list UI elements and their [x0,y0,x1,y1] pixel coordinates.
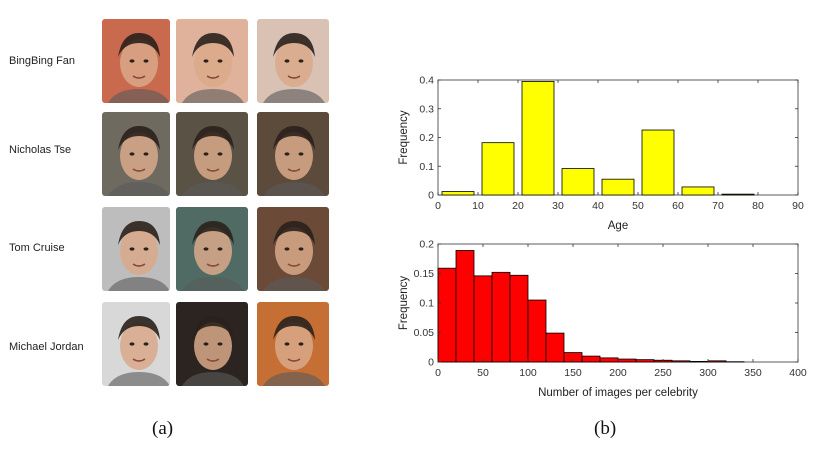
histogram-bar [599,357,619,363]
x-tick-label: 10 [472,200,484,212]
face-photo [102,112,170,196]
x-tick-label: 0 [435,200,441,212]
face-photo [102,207,170,291]
row-label-nicholas-tse: Nicholas Tse [9,144,72,156]
face-photo [257,19,329,103]
y-tick-label: 0.05 [414,327,435,339]
histogram-bar [617,358,637,363]
x-tick-label: 30 [552,200,564,212]
x-tick-label: 350 [744,367,762,379]
histogram-bar [521,81,555,196]
histogram-bar [437,267,457,363]
y-tick-label: 0.1 [419,161,434,173]
histogram-bar [561,168,595,196]
histogram-bar [441,191,475,196]
x-tick-label: 90 [792,200,804,212]
x-tick-label: 50 [632,200,644,212]
histogram-bar [641,129,675,196]
x-tick-label: 200 [609,367,627,379]
row-label-tom-cruise: Tom Cruise [9,242,65,254]
x-tick-label: 40 [592,200,604,212]
x-tick-label: 300 [699,367,717,379]
x-tick-label: 60 [672,200,684,212]
x-tick-label: 100 [519,367,537,379]
x-tick-label: 250 [654,367,672,379]
x-tick-label: 80 [752,200,764,212]
caption-b: (b) [594,418,617,439]
face-photo [176,207,248,291]
face-photo [257,207,329,291]
histogram-bar [473,275,493,363]
y-tick-label: 0 [428,190,434,202]
histogram-bar [635,359,655,363]
caption-a: (a) [152,418,174,439]
y-tick-label: 0.3 [419,103,434,115]
face-photo [257,112,329,196]
face-grid-panel: BingBing Fan Nicholas Tse Tom Cruise Mic… [0,0,340,400]
y-axis-label: Frequency [398,110,410,165]
face-photo [176,112,248,196]
histogram-bar [671,360,691,363]
histogram-bar [581,355,601,363]
y-tick-label: 0.15 [414,268,435,280]
face-photo [176,19,248,103]
histogram-bar [707,360,727,363]
y-tick-label: 0.4 [419,75,434,87]
face-photo [102,302,170,386]
row-label-bingbing-fan: BingBing Fan [9,55,76,67]
x-tick-label: 70 [712,200,724,212]
x-tick-label: 0 [435,367,441,379]
histogram-bar [455,250,475,363]
face-photo [176,302,248,386]
y-tick-label: 0.2 [419,132,434,144]
row-label-michael-jordan: Michael Jordan [9,341,84,353]
y-axis-label: Frequency [398,276,410,331]
histogram-bar [721,193,755,196]
y-tick-label: 0.1 [419,298,434,310]
histogram-bar [689,361,709,363]
histogram-bar [545,332,565,363]
x-tick-label: 20 [512,200,524,212]
face-photo [257,302,329,386]
x-tick-label: 400 [789,367,807,379]
face-photo [102,19,170,103]
y-tick-label: 0 [428,357,434,369]
x-axis-label: Age [608,220,628,232]
x-tick-label: 150 [564,367,582,379]
x-tick-label: 50 [477,367,489,379]
histogram-bar [481,142,515,196]
histogram-bar [491,271,511,363]
histogram-bar [601,178,635,196]
histogram-bar [527,299,547,363]
y-tick-label: 0.2 [419,239,434,251]
x-axis-label: Number of images per celebrity [538,387,698,399]
histogram-bar [509,274,529,363]
histogram-bar [681,186,715,196]
